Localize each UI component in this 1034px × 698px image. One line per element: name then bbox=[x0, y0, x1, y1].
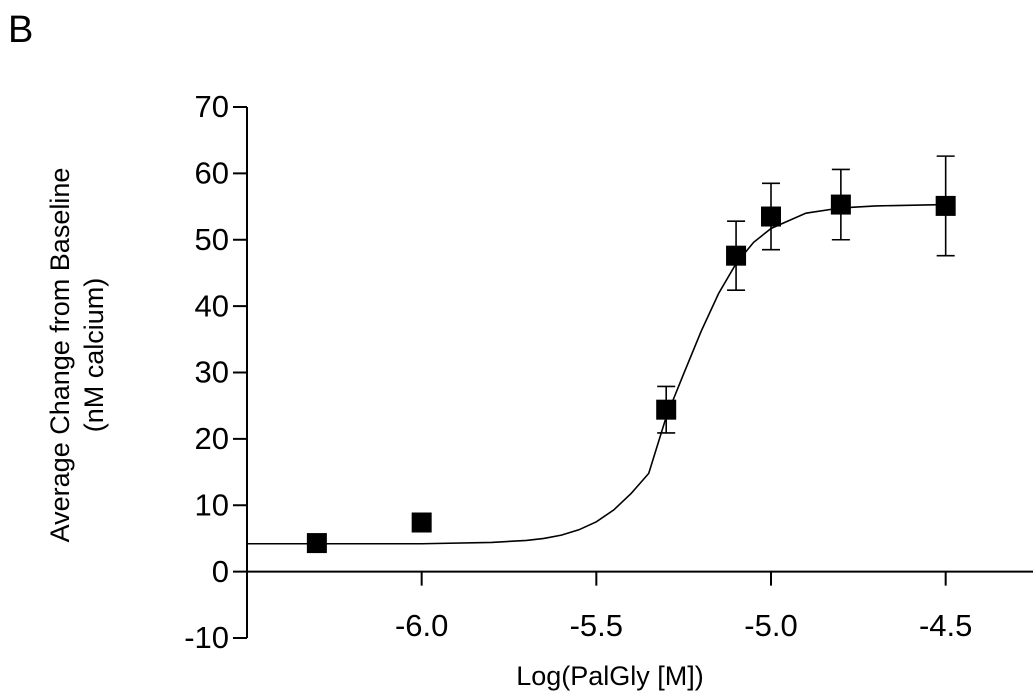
x-tick-label: -5.5 bbox=[570, 608, 623, 643]
y-tick-label: 20 bbox=[195, 421, 229, 456]
y-tick-label: 30 bbox=[195, 355, 229, 390]
y-axis-title-line: (nM calcium) bbox=[79, 278, 109, 433]
y-tick-label: 60 bbox=[195, 156, 229, 191]
marker bbox=[726, 245, 747, 266]
marker bbox=[761, 206, 781, 227]
y-axis-title-line: Average Change from Baseline bbox=[45, 168, 75, 543]
marker bbox=[411, 512, 432, 533]
y-tick-label: 70 bbox=[195, 89, 229, 124]
x-axis-title: Log(PalGly [M]) bbox=[516, 661, 704, 691]
panel-label: B bbox=[8, 9, 33, 51]
y-tick-label: 0 bbox=[212, 554, 229, 589]
y-tick-label: 50 bbox=[195, 222, 229, 257]
marker bbox=[830, 194, 851, 215]
x-tick-label: -5.0 bbox=[744, 608, 797, 643]
y-tick-label: 10 bbox=[195, 487, 229, 522]
x-tick-label: -4.5 bbox=[919, 608, 972, 643]
x-tick-label: -6.0 bbox=[395, 608, 448, 643]
y-axis-title: Average Change from Baseline (nM calcium… bbox=[45, 168, 109, 543]
fit-curve bbox=[247, 203, 946, 545]
y-tick-label: 40 bbox=[195, 288, 229, 323]
marker bbox=[935, 195, 956, 216]
y-tick-label: -10 bbox=[184, 620, 229, 655]
